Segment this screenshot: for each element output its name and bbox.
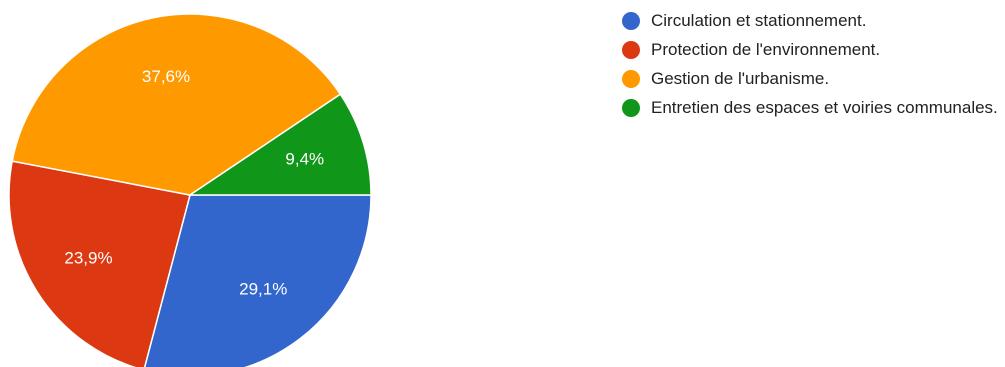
legend-label-3: Entretien des espaces et voiries communa…: [651, 98, 998, 117]
pie-chart: 29,1% 23,9% 37,6% 9,4%: [8, 13, 372, 367]
slice-percent-label-1: 23,9%: [64, 248, 112, 267]
legend-label-0: Circulation et stationnement.: [651, 11, 867, 30]
slice-percent-label-3: 9,4%: [285, 150, 324, 169]
legend-item-3: Entretien des espaces et voiries communa…: [622, 97, 1005, 118]
pie-slice-0: [143, 194, 372, 367]
chart-legend: Circulation et stationnement. Protection …: [622, 10, 1005, 126]
legend-item-0: Circulation et stationnement.: [622, 10, 1005, 31]
pie-slice-1: [8, 160, 191, 367]
pie-slice-2: [11, 13, 342, 196]
legend-label-2: Gestion de l'urbanisme.: [651, 69, 830, 88]
legend-swatch-1: [622, 41, 640, 59]
legend-item-2: Gestion de l'urbanisme.: [622, 68, 1005, 89]
slice-percent-label-2: 37,6%: [142, 67, 190, 86]
legend-label-1: Protection de l'environnement.: [651, 40, 881, 59]
pie-slice-3: [187, 93, 372, 196]
legend-item-1: Protection de l'environnement.: [622, 39, 1005, 60]
slice-percent-label-0: 29,1%: [239, 280, 287, 299]
legend-swatch-3: [622, 99, 640, 117]
legend-swatch-0: [622, 12, 640, 30]
legend-swatch-2: [622, 70, 640, 88]
